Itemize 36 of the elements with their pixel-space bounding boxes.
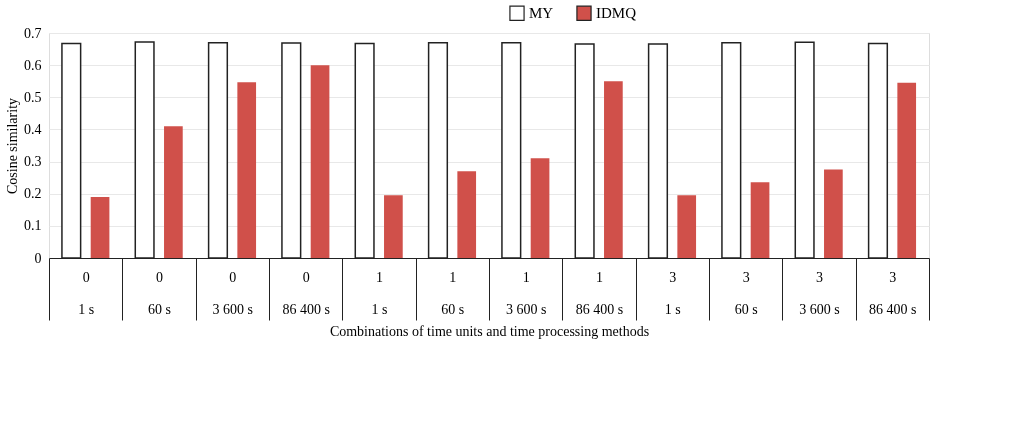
bar xyxy=(237,82,257,258)
bar xyxy=(164,126,183,258)
bar xyxy=(750,182,770,258)
bar xyxy=(310,65,330,258)
bar xyxy=(90,196,110,258)
bar xyxy=(897,82,917,258)
y-axis-title: Cosine similarity xyxy=(5,97,20,195)
y-tick-label: 0.1 xyxy=(24,218,42,234)
bar xyxy=(824,169,843,258)
category-label: 0 1 s xyxy=(78,269,95,317)
y-tick-label: 0.6 xyxy=(24,57,42,73)
category-label: 1 1 s xyxy=(371,269,388,317)
legend-label: MY xyxy=(529,5,554,22)
y-tick-label: 0.5 xyxy=(24,89,42,105)
y-tick-label: 0.2 xyxy=(24,186,42,202)
category-label: 0 3 600 s xyxy=(212,269,254,317)
category-label: 0 86 400 s xyxy=(282,269,330,317)
x-axis-title: Combinations of time units and time processing methods xyxy=(329,324,650,339)
y-tick-label: 0.7 xyxy=(24,25,42,41)
y-tick-label: 0.4 xyxy=(24,121,42,137)
y-tick-label: 0.3 xyxy=(24,154,42,170)
bar xyxy=(604,81,623,258)
y-tick-label: 0 xyxy=(34,250,42,266)
category-label: 1 86 400 s xyxy=(575,269,624,317)
legend-label: IDMQ xyxy=(596,5,637,22)
bar xyxy=(457,171,477,258)
category-label: 1 3 600 s xyxy=(505,269,547,317)
bar xyxy=(384,195,403,258)
category-label: 3 86 400 s xyxy=(869,269,917,317)
bar xyxy=(530,158,550,258)
category-label: 3 1 s xyxy=(664,269,681,317)
category-label: 1 60 s xyxy=(441,269,465,317)
category-label: 3 60 s xyxy=(734,269,758,317)
category-label: 3 3 600 s xyxy=(799,269,840,317)
bar xyxy=(677,195,697,258)
category-label: 0 60 s xyxy=(148,269,171,317)
